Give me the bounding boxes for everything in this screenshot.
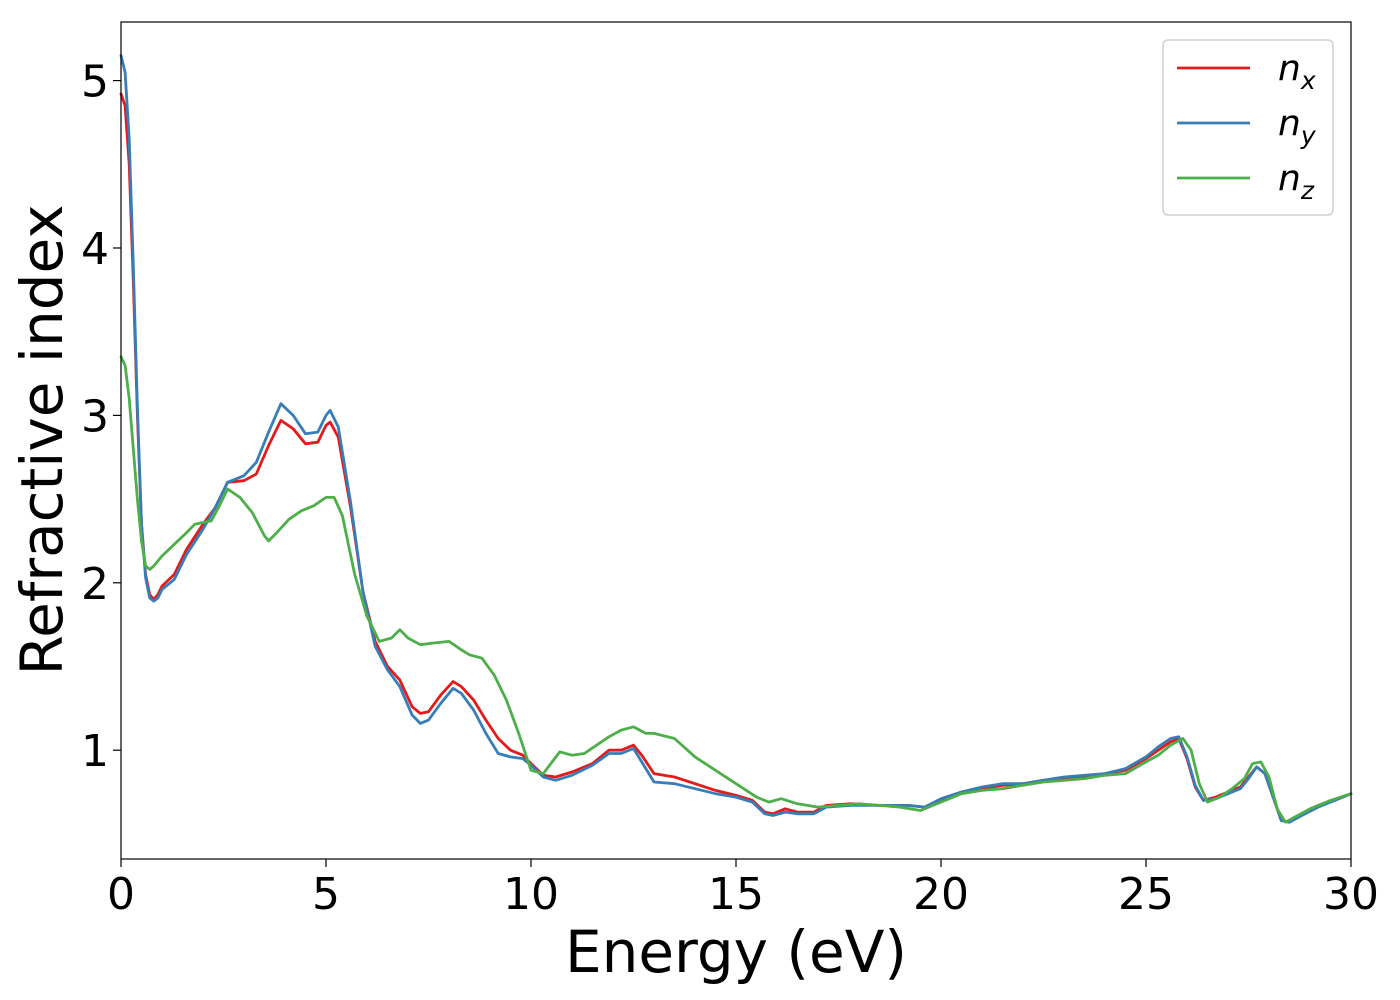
legend-label-y: ny — [1278, 103, 1317, 150]
legend-box — [1162, 39, 1334, 216]
x-tick-label: 0 — [107, 869, 135, 920]
series-line-z — [119, 355, 1353, 824]
x-tick-label: 15 — [708, 869, 764, 920]
y-axis-ticks: 1 2 3 4 5 — [81, 57, 121, 777]
series-line-y — [119, 54, 1353, 824]
x-tick-label: 20 — [913, 869, 969, 920]
legend-label-x: nx — [1278, 48, 1316, 95]
x-axis-title: Energy (eV) — [565, 918, 907, 986]
plot-background — [121, 22, 1351, 859]
y-tick-label: 3 — [81, 391, 109, 442]
x-axis-ticks: 0 5 10 15 20 25 30 — [107, 859, 1379, 920]
series-lines — [119, 54, 1353, 824]
x-tick-label: 30 — [1323, 869, 1379, 920]
y-tick-label: 5 — [81, 57, 109, 108]
x-tick-label: 10 — [503, 869, 559, 920]
x-tick-label: 25 — [1118, 869, 1174, 920]
x-tick-label: 5 — [312, 869, 340, 920]
y-axis-title: Refractive index — [8, 204, 76, 675]
y-tick-label: 2 — [81, 559, 109, 610]
y-tick-label: 4 — [81, 224, 109, 275]
legend-label-z: nz — [1278, 158, 1315, 205]
y-tick-label: 1 — [81, 726, 109, 777]
legend: nx ny nz — [1162, 39, 1334, 216]
